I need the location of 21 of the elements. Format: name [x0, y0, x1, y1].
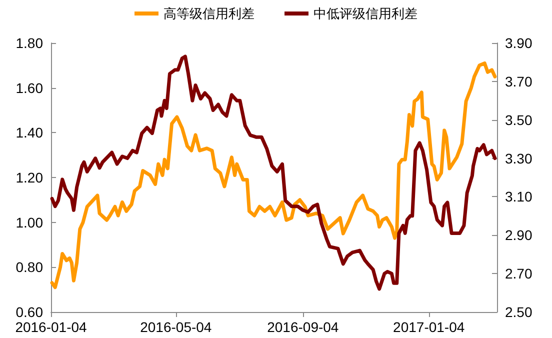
y2-tick-label: 3.10 [505, 188, 532, 205]
y-tick-label: 1.60 [16, 80, 44, 96]
y-tick-label: 1.20 [16, 170, 44, 186]
y-tick-label: 0.60 [16, 304, 44, 320]
y2-tick-label: 3.30 [505, 150, 532, 166]
legend-label: 中低评级信用利差 [314, 6, 418, 21]
y-tick-label: 1.80 [16, 35, 44, 51]
y2-tick-label: 2.90 [505, 227, 532, 244]
y2-tick-label: 3.90 [505, 35, 532, 51]
y-tick-label: 0.80 [16, 259, 44, 276]
y2-tick-label: 2.50 [505, 304, 532, 320]
y-tick-label: 1.00 [16, 214, 44, 230]
x-tick-label: 2016-05-04 [140, 319, 212, 335]
x-tick-label: 2016-09-04 [267, 319, 339, 335]
legend-label: 高等级信用利差 [164, 6, 254, 21]
y-tick-label: 1.40 [16, 124, 44, 141]
x-tick-label: 2017-01-04 [393, 319, 465, 335]
y2-tick-label: 2.70 [505, 266, 532, 282]
y2-tick-label: 3.70 [505, 73, 532, 90]
y2-tick-label: 3.50 [505, 112, 532, 128]
x-tick-label: 2016-01-04 [15, 319, 88, 335]
